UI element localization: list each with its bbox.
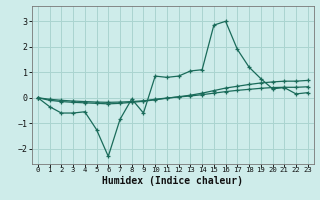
X-axis label: Humidex (Indice chaleur): Humidex (Indice chaleur) <box>102 176 243 186</box>
